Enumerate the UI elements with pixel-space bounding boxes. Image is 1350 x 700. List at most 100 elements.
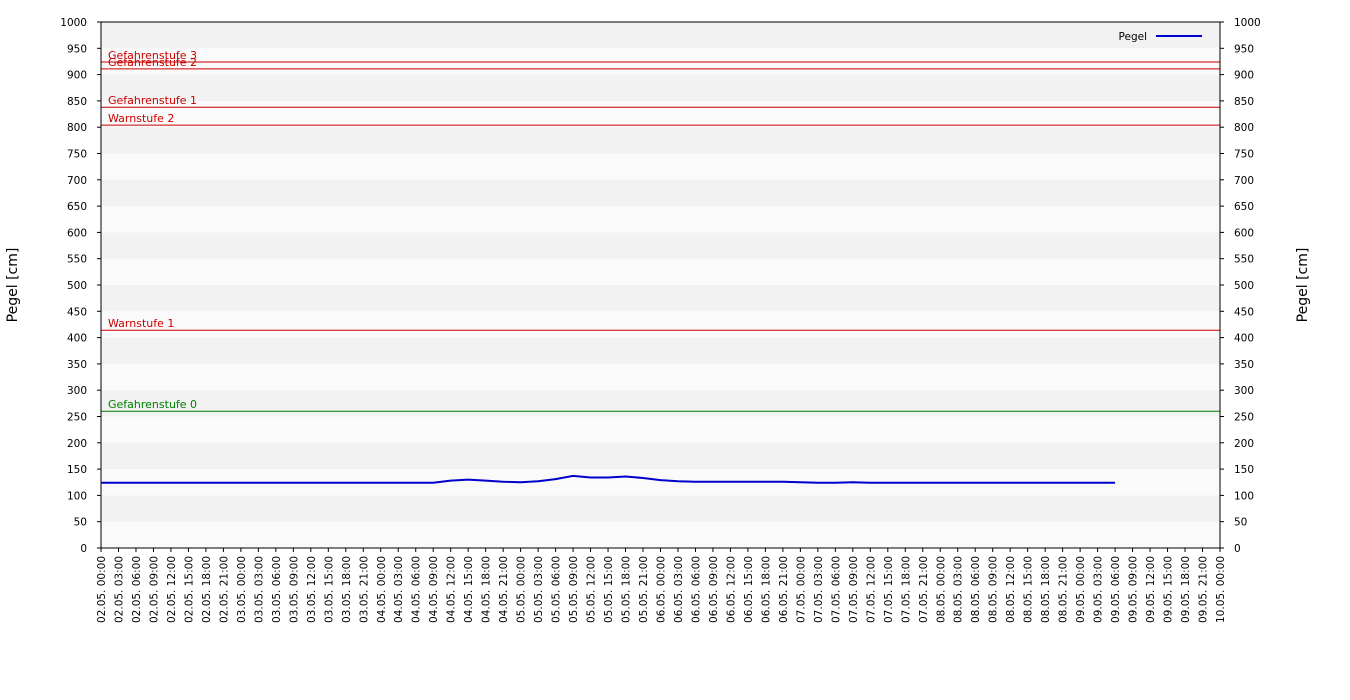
y2-tick-label: 550 xyxy=(1234,254,1254,266)
x-tick-label: 02.05. 00:00 xyxy=(96,556,108,623)
y2-tick-label: 250 xyxy=(1234,412,1254,424)
y2-tick-label: 600 xyxy=(1234,227,1254,239)
x-tick-label: 02.05. 03:00 xyxy=(113,556,125,623)
y-tick-label: 950 xyxy=(67,43,87,55)
x-tick-label: 04.05. 21:00 xyxy=(498,556,510,623)
plot-border xyxy=(100,21,1221,549)
x-tick-label: 09.05. 18:00 xyxy=(1180,556,1192,623)
x-tick-label: 04.05. 06:00 xyxy=(411,556,423,623)
y2-tick-label: 850 xyxy=(1234,96,1254,108)
x-tick-label: 04.05. 12:00 xyxy=(446,556,458,623)
x-tick-label: 02.05. 15:00 xyxy=(183,556,195,623)
plot-background xyxy=(101,22,1220,548)
x-tick-label: 07.05. 00:00 xyxy=(795,556,807,623)
x-tick-label: 06.05. 15:00 xyxy=(743,556,755,623)
x-tick-label: 06.05. 09:00 xyxy=(708,556,720,623)
y-tick-label: 1000 xyxy=(60,17,87,29)
x-tick-label: 05.05. 21:00 xyxy=(638,556,650,623)
x-tick-label: 02.05. 12:00 xyxy=(166,556,178,623)
x-tick-label: 03.05. 21:00 xyxy=(358,556,370,623)
y-tick-label: 350 xyxy=(67,359,87,371)
grid-band xyxy=(101,495,1220,522)
y2-tick-label: 150 xyxy=(1234,464,1254,476)
grid-band xyxy=(101,285,1220,312)
x-tick-label: 08.05. 21:00 xyxy=(1058,556,1070,623)
y2-tick-label: 400 xyxy=(1234,333,1254,345)
grid-band xyxy=(101,337,1220,364)
y2-tick-label: 1000 xyxy=(1234,17,1261,29)
y-tick-label: 550 xyxy=(67,254,87,266)
y2-tick-label: 0 xyxy=(1234,543,1241,555)
threshold-label: Gefahrenstufe 3 xyxy=(108,49,197,62)
x-tick-label: 02.05. 09:00 xyxy=(148,556,160,623)
grid-band xyxy=(101,22,1220,49)
x-tick-label: 03.05. 18:00 xyxy=(341,556,353,623)
y-tick-label: 300 xyxy=(67,385,87,397)
x-tick-label: 03.05. 15:00 xyxy=(323,556,335,623)
y-tick-label: 650 xyxy=(67,201,87,213)
x-tick-label: 02.05. 21:00 xyxy=(218,556,230,623)
x-tick-label: 05.05. 18:00 xyxy=(621,556,633,623)
y-tick-label: 250 xyxy=(67,412,87,424)
grid-band xyxy=(101,390,1220,417)
x-tick-label: 05.05. 12:00 xyxy=(586,556,598,623)
x-tick-label: 05.05. 09:00 xyxy=(568,556,580,623)
y-tick-label: 150 xyxy=(67,464,87,476)
y2-tick-label: 300 xyxy=(1234,385,1254,397)
x-tick-label: 09.05. 21:00 xyxy=(1198,556,1210,623)
y2-tick-label: 500 xyxy=(1234,280,1254,292)
x-tick-label: 03.05. 12:00 xyxy=(306,556,318,623)
y-tick-label: 200 xyxy=(67,438,87,450)
x-tick-label: 09.05. 06:00 xyxy=(1110,556,1122,623)
y2-tick-label: 900 xyxy=(1234,70,1254,82)
y-tick-label: 900 xyxy=(67,70,87,82)
x-tick-label: 06.05. 21:00 xyxy=(778,556,790,623)
x-tick-label: 09.05. 15:00 xyxy=(1163,556,1175,623)
y-tick-label: 850 xyxy=(67,96,87,108)
y-tick-label: 500 xyxy=(67,280,87,292)
y-tick-label: 400 xyxy=(67,333,87,345)
threshold-label: Gefahrenstufe 2 xyxy=(108,56,197,69)
threshold-label: Gefahrenstufe 0 xyxy=(108,398,197,411)
y2-tick-label: 100 xyxy=(1234,490,1254,502)
x-tick-label: 08.05. 18:00 xyxy=(1040,556,1052,623)
y2-tick-label: 650 xyxy=(1234,201,1254,213)
x-tick-label: 06.05. 00:00 xyxy=(656,556,668,623)
x-tick-label: 03.05. 03:00 xyxy=(253,556,265,623)
x-tick-label: 08.05. 03:00 xyxy=(953,556,965,623)
x-tick-label: 07.05. 18:00 xyxy=(900,556,912,623)
y2-tick-label: 700 xyxy=(1234,175,1254,187)
x-tick-label: 05.05. 00:00 xyxy=(516,556,528,623)
y-tick-label: 700 xyxy=(67,175,87,187)
y-tick-label: 750 xyxy=(67,149,87,161)
y-tick-label: 800 xyxy=(67,122,87,134)
x-tick-label: 03.05. 00:00 xyxy=(236,556,248,623)
x-tick-label: 03.05. 06:00 xyxy=(271,556,283,623)
y-tick-label: 100 xyxy=(67,490,87,502)
x-tick-label: 02.05. 06:00 xyxy=(131,556,143,623)
x-tick-label: 08.05. 15:00 xyxy=(1023,556,1035,623)
x-tick-label: 09.05. 03:00 xyxy=(1093,556,1105,623)
x-tick-label: 08.05. 09:00 xyxy=(988,556,1000,623)
x-tick-label: 08.05. 00:00 xyxy=(935,556,947,623)
x-tick-label: 09.05. 09:00 xyxy=(1128,556,1140,623)
x-tick-label: 04.05. 18:00 xyxy=(481,556,493,623)
threshold-label: Warnstufe 2 xyxy=(108,112,174,125)
series-line xyxy=(101,474,1116,484)
y2-axis-label: Pegel [cm] xyxy=(1295,248,1311,323)
x-tick-label: 07.05. 03:00 xyxy=(813,556,825,623)
y2-tick-label: 800 xyxy=(1234,122,1254,134)
x-tick-label: 07.05. 12:00 xyxy=(865,556,877,623)
y-tick-label: 600 xyxy=(67,227,87,239)
x-tick-label: 06.05. 03:00 xyxy=(673,556,685,623)
y-axis-label: Pegel [cm] xyxy=(5,248,21,323)
x-tick-label: 04.05. 03:00 xyxy=(393,556,405,623)
x-tick-label: 07.05. 06:00 xyxy=(830,556,842,623)
y-tick-label: 50 xyxy=(74,517,87,529)
x-tick-label: 08.05. 06:00 xyxy=(970,556,982,623)
x-tick-label: 08.05. 12:00 xyxy=(1005,556,1017,623)
grid-band xyxy=(101,127,1220,154)
y2-tick-label: 750 xyxy=(1234,149,1254,161)
